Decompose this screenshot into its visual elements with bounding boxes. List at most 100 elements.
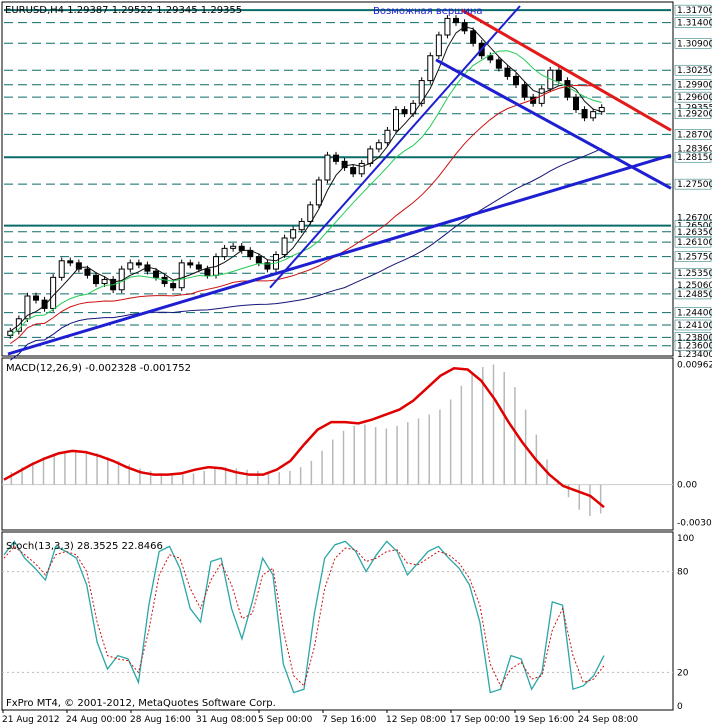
x-tick-label: 28 Aug 16:00 (130, 715, 191, 725)
candle-body (7, 330, 14, 336)
annotation-label: Возможная вершина (373, 6, 483, 17)
level-tag-box (674, 4, 712, 16)
candle-body (435, 34, 442, 57)
y-tick-label: 1.25350 (677, 269, 712, 279)
level-tag-box (674, 108, 712, 119)
x-tick-label: 21 Aug 2012 (2, 715, 60, 725)
candle-body (153, 270, 159, 278)
level-tag-box (674, 288, 712, 300)
candle-body (187, 262, 194, 266)
ma-long-line (9, 148, 602, 361)
macd-y-tick-label: 0.00 (677, 481, 697, 491)
falling-channel-line (435, 58, 672, 190)
chart-title: EURUSD,H4 1.29387 1.29522 1.29345 1.2935… (5, 5, 242, 16)
level-tag-box (674, 319, 712, 331)
candle-body (264, 262, 271, 270)
candle-body (333, 154, 339, 162)
y-tick-label: 1.26100 (677, 238, 712, 248)
y-tick-label: 1.26700 (677, 213, 712, 223)
y-tick-label: 1.28700 (677, 130, 712, 140)
copyright-label: FxPro MT4, © 2001-2012, MetaQuotes Softw… (6, 698, 276, 709)
candle-body (178, 262, 185, 289)
candle-body (350, 167, 357, 175)
price-series (4, 5, 672, 361)
macd-y-tick-label: -0.00302 (677, 518, 712, 528)
stoch-series (2, 540, 673, 694)
candle-body (453, 17, 459, 24)
candle-body (495, 59, 502, 69)
candle-body (504, 67, 511, 77)
level-tag-box (674, 17, 712, 28)
y-tick-label: 1.29200 (677, 110, 712, 120)
candle-body (375, 142, 382, 150)
candle-body (281, 237, 288, 256)
x-tick-label: 5 Sep 00:00 (258, 715, 313, 725)
candle-body (324, 154, 331, 181)
candle-body (84, 268, 91, 276)
candle-body (444, 17, 451, 36)
candle-body (67, 260, 74, 264)
candle-body (195, 264, 202, 270)
y-tick-label: 1.24400 (677, 309, 712, 319)
candle-body (393, 109, 399, 131)
candle-body (230, 245, 237, 249)
macd-series (2, 364, 673, 516)
candle-body (255, 256, 262, 264)
candle-body (170, 283, 177, 289)
y-tick-label: 1.31400 (677, 19, 712, 29)
candle-body (470, 30, 477, 44)
level-tag-box (674, 307, 712, 318)
y-tick-label: 1.23800 (677, 333, 712, 343)
candle-body (135, 262, 142, 266)
y-tick-label: 1.24100 (677, 321, 712, 331)
stoch-y-tick-label: 100 (677, 534, 694, 544)
stoch-y-tick-label: 80 (677, 568, 689, 578)
y-tick-label: 1.26350 (677, 228, 712, 238)
candle-body (367, 148, 374, 164)
x-tick-label: 7 Sep 16:00 (322, 715, 377, 725)
candle-body (341, 160, 348, 169)
y-tick-label: 1.25060 (677, 281, 712, 291)
candle-body (427, 55, 434, 82)
stoch-main-line (3, 540, 605, 694)
stoch-y-tick-label: 20 (677, 668, 689, 678)
y-tick-label: 1.23400 (677, 350, 712, 360)
candle-body (487, 55, 494, 61)
candle-body (127, 262, 134, 270)
candle-body (238, 245, 245, 251)
candle-body (384, 129, 391, 144)
y-tick-label: 1.25750 (677, 253, 712, 263)
y-tick-label: 1.29355 (677, 103, 712, 113)
level-tag-box (674, 251, 712, 262)
candle-body (298, 220, 305, 231)
x-tick-label: 24 Aug 00:00 (66, 715, 127, 725)
candle-body (564, 80, 571, 98)
candle-body (24, 295, 31, 320)
level-tag-box (674, 91, 712, 103)
candle-body (290, 229, 297, 239)
y-tick-label: 1.31700 (677, 6, 712, 16)
level-tag-box (674, 151, 712, 163)
y-tick-label: 1.29900 (677, 81, 712, 91)
candle-body (101, 278, 108, 285)
ma-slow-line (9, 84, 602, 345)
stoch-y-tick-label: 0 (677, 702, 683, 712)
candle-body (358, 162, 365, 175)
level-tag-box (674, 64, 712, 76)
candle-body (58, 260, 65, 278)
y-tick-label: 1.27500 (677, 180, 712, 190)
level-tag-box (674, 178, 712, 190)
y-tick-label: 1.24850 (677, 290, 712, 300)
ma-fast-line (9, 26, 602, 332)
candle-body (221, 247, 228, 258)
candle-body (315, 179, 322, 206)
y-tick-label: 1.23600 (677, 342, 712, 352)
y-tick-label: 1.29600 (677, 93, 712, 103)
support-trendline (7, 153, 672, 356)
ma-mid-line (9, 50, 602, 336)
candle-body (581, 109, 588, 119)
x-tick-label: 19 Sep 16:00 (514, 715, 574, 725)
candle-body (555, 69, 562, 82)
stoch-panel-frame (1, 531, 674, 711)
